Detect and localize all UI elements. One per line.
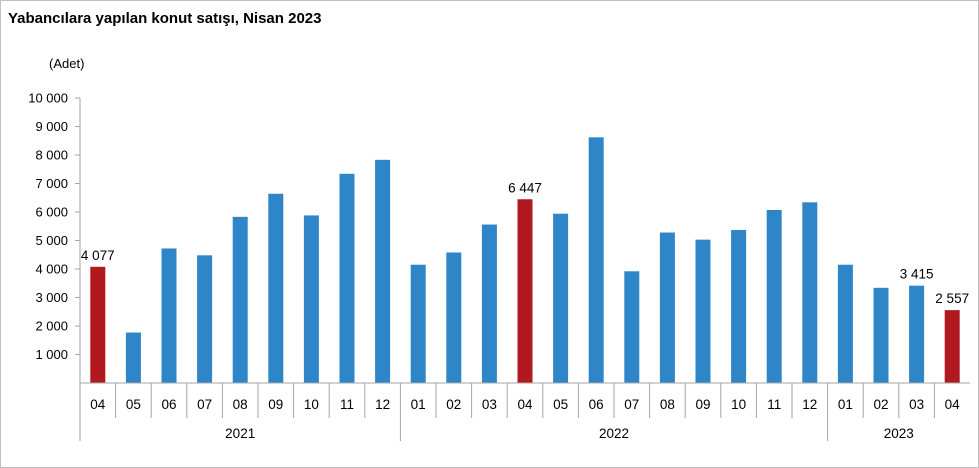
bar-2022-04 <box>517 199 533 383</box>
y-tick-label: 9 000 <box>35 119 68 134</box>
bar-2021-07 <box>197 255 213 383</box>
bar-2022-11 <box>766 210 782 383</box>
bar-2022-02 <box>446 252 462 383</box>
chart-title: Yabancılara yapılan konut satışı, Nisan … <box>8 10 322 27</box>
bar-2022-07 <box>624 271 640 383</box>
bar-2021-04 <box>90 266 106 383</box>
y-tick-label: 8 000 <box>35 148 68 163</box>
data-label: 2 557 <box>935 291 969 306</box>
x-tick-label: 05 <box>126 397 141 412</box>
x-tick-label: 04 <box>517 397 533 412</box>
x-tick-label: 03 <box>909 397 924 412</box>
bar-2021-06 <box>161 248 177 383</box>
x-tick-label: 09 <box>268 397 283 412</box>
year-label: 2023 <box>884 426 914 441</box>
x-tick-label: 05 <box>553 397 568 412</box>
y-tick-label: 5 000 <box>35 233 68 248</box>
x-tick-label: 02 <box>873 397 888 412</box>
bar-2022-12 <box>802 202 818 383</box>
year-label: 2021 <box>225 426 255 441</box>
x-tick-label: 04 <box>90 397 106 412</box>
year-label: 2022 <box>599 426 629 441</box>
bar-2022-05 <box>553 213 569 383</box>
x-tick-label: 12 <box>802 397 817 412</box>
bar-2021-09 <box>268 193 284 383</box>
y-tick-label: 7 000 <box>35 176 68 191</box>
x-tick-label: 01 <box>411 397 426 412</box>
bar-2021-10 <box>303 215 319 383</box>
x-tick-label: 08 <box>233 397 248 412</box>
unit-label: (Adet) <box>49 56 85 71</box>
x-tick-label: 03 <box>482 397 497 412</box>
x-tick-label: 06 <box>589 397 604 412</box>
y-tick-label: 3 000 <box>35 290 68 305</box>
x-tick-label: 09 <box>695 397 710 412</box>
y-tick-label: 10 000 <box>28 91 68 106</box>
bar-2023-01 <box>837 264 853 383</box>
x-tick-label: 10 <box>731 397 746 412</box>
bar-2023-02 <box>873 287 889 383</box>
x-tick-label: 08 <box>660 397 675 412</box>
x-axis: 04 05 06 07 08 09 10 11 12 2021 01 02 03 04 05 06 07 08 09… <box>79 382 970 441</box>
bar-2023-03 <box>909 285 925 383</box>
bar-2021-08 <box>232 216 248 383</box>
x-tick-label: 10 <box>304 397 319 412</box>
bar-2022-10 <box>731 229 747 383</box>
y-axis: 1 000 2 000 3 000 4 000 5 000 6 000 7 000 8 000… <box>28 91 81 383</box>
bar-2022-01 <box>410 264 426 383</box>
x-tick-label: 06 <box>161 397 176 412</box>
y-tick-label: 1 000 <box>35 347 68 362</box>
y-tick-label: 4 000 <box>35 262 68 277</box>
bar-2021-05 <box>125 332 141 383</box>
x-tick-label: 07 <box>197 397 212 412</box>
y-tick-label: 6 000 <box>35 205 68 220</box>
x-tick-label: 02 <box>446 397 461 412</box>
x-tick-label: 12 <box>375 397 390 412</box>
x-tick-label: 04 <box>945 397 961 412</box>
x-tick-label: 07 <box>624 397 639 412</box>
data-label: 3 415 <box>900 267 934 282</box>
bar-2023-04 <box>944 310 960 383</box>
y-tick-label: 2 000 <box>35 319 68 334</box>
bar-2022-03 <box>481 224 497 383</box>
bar-2022-09 <box>695 239 711 383</box>
data-label: 6 447 <box>508 180 542 195</box>
bar-2021-12 <box>375 159 391 383</box>
bar-2022-06 <box>588 137 604 383</box>
x-tick-label: 11 <box>767 397 781 412</box>
data-label: 4 077 <box>81 248 115 263</box>
x-tick-label: 11 <box>340 397 354 412</box>
x-tick-label: 01 <box>838 397 853 412</box>
bar-2021-11 <box>339 173 355 383</box>
bar-2022-08 <box>659 232 675 383</box>
